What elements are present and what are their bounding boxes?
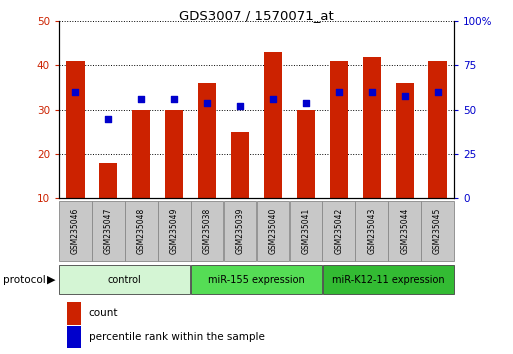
Text: GSM235041: GSM235041 <box>301 208 310 254</box>
Text: GSM235040: GSM235040 <box>268 208 278 254</box>
Bar <box>264 52 282 198</box>
Text: GSM235045: GSM235045 <box>433 208 442 254</box>
Point <box>170 96 179 102</box>
Text: GSM235046: GSM235046 <box>71 208 80 254</box>
Text: GSM235043: GSM235043 <box>367 208 376 254</box>
FancyBboxPatch shape <box>421 201 454 261</box>
FancyBboxPatch shape <box>158 201 190 261</box>
Bar <box>198 83 216 198</box>
FancyBboxPatch shape <box>191 265 322 294</box>
Text: control: control <box>108 275 142 285</box>
Text: protocol: protocol <box>3 275 45 285</box>
FancyBboxPatch shape <box>289 201 322 261</box>
Point <box>104 116 112 121</box>
Text: GSM235038: GSM235038 <box>203 208 212 254</box>
FancyBboxPatch shape <box>388 201 421 261</box>
FancyBboxPatch shape <box>60 265 190 294</box>
Point <box>269 96 277 102</box>
FancyBboxPatch shape <box>125 201 157 261</box>
Bar <box>330 61 348 198</box>
Bar <box>66 61 85 198</box>
Bar <box>132 110 150 198</box>
Bar <box>363 57 381 198</box>
Bar <box>428 61 447 198</box>
FancyBboxPatch shape <box>59 201 92 261</box>
Text: miR-155 expression: miR-155 expression <box>208 275 305 285</box>
FancyBboxPatch shape <box>323 201 355 261</box>
Bar <box>165 110 183 198</box>
Text: count: count <box>89 308 118 318</box>
Point <box>71 89 80 95</box>
FancyBboxPatch shape <box>256 201 289 261</box>
FancyBboxPatch shape <box>191 201 224 261</box>
Point <box>137 96 145 102</box>
Point <box>368 89 376 95</box>
Bar <box>231 132 249 198</box>
Bar <box>396 83 413 198</box>
Text: percentile rank within the sample: percentile rank within the sample <box>89 332 265 342</box>
Bar <box>297 110 315 198</box>
Bar <box>67 326 81 348</box>
Bar <box>100 163 117 198</box>
Text: miR-K12-11 expression: miR-K12-11 expression <box>332 275 444 285</box>
Point <box>236 103 244 109</box>
Point <box>401 93 409 98</box>
Text: ▶: ▶ <box>47 275 56 285</box>
FancyBboxPatch shape <box>323 265 453 294</box>
FancyBboxPatch shape <box>92 201 125 261</box>
Text: GDS3007 / 1570071_at: GDS3007 / 1570071_at <box>179 9 334 22</box>
Point <box>302 100 310 105</box>
Text: GSM235039: GSM235039 <box>235 208 245 254</box>
FancyBboxPatch shape <box>356 201 388 261</box>
Point <box>433 89 442 95</box>
Point <box>203 100 211 105</box>
Text: GSM235047: GSM235047 <box>104 208 113 254</box>
Text: GSM235048: GSM235048 <box>137 208 146 254</box>
FancyBboxPatch shape <box>224 201 256 261</box>
Bar <box>67 302 81 325</box>
Text: GSM235044: GSM235044 <box>400 208 409 254</box>
Text: GSM235049: GSM235049 <box>170 208 179 254</box>
Text: GSM235042: GSM235042 <box>334 208 343 254</box>
Point <box>334 89 343 95</box>
